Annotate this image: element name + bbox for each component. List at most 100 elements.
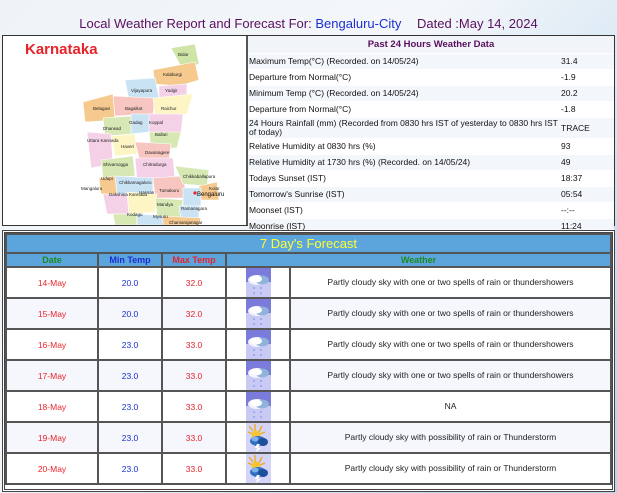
col-header-weather: Weather [225,252,612,268]
forecast-min-temp: 23.0 [97,452,163,485]
forecast-min-temp: 20.0 [97,297,163,330]
col-header-date: Date [5,252,99,268]
rain-cloud-icon [245,268,271,297]
map-label: Belagavi [93,106,111,111]
rain-cloud-icon [245,330,271,359]
data-label: Relative Humidity at 0830 hrs (%) [248,138,560,155]
map-label: Hassan [139,190,155,195]
data-value: 49 [560,154,614,171]
map-label: Chitradurga [143,162,167,167]
forecast-date: 16-May [5,328,99,361]
data-label: Departure from Normal(°C) [248,69,560,86]
data-label: 24 Hours Rainfall (mm) (Recorded from 08… [248,117,560,139]
data-value: 93 [560,138,614,155]
map-label: Koppal [149,120,164,125]
forecast-min-temp: 23.0 [97,328,163,361]
forecast-description: Partly cloudy sky with possibility of ra… [289,452,612,485]
map-label: Bagalkot [125,106,143,111]
data-value: -1.8 [560,101,614,118]
map-label: Vijayapura [131,88,153,93]
data-label: Maximum Temp(°C) (Recorded. on 14/05/24) [248,53,560,70]
seven-day-forecast: 7 Day's Forecast Date Min Temp Max Temp … [2,230,615,492]
map-label: Mangaluru [81,186,103,191]
rain-cloud-icon [245,299,271,328]
map-label: Haveri [121,144,135,149]
report-date: Dated :May 14, 2024 [416,16,538,31]
forecast-max-temp: 33.0 [161,452,227,485]
data-value: TRACE [560,117,614,139]
forecast-title: 7 Day's Forecast [5,233,612,254]
rain-cloud-icon [245,392,271,421]
data-row: Maximum Temp(°C) (Recorded. on 14/05/24)… [248,53,614,70]
forecast-description: Partly cloudy sky with possibility of ra… [289,421,612,454]
forecast-description: Partly cloudy sky with one or two spells… [289,297,612,330]
forecast-row: 19-May 23.0 33.0 Partly cloudy sky with … [5,421,612,454]
forecast-max-temp: 32.0 [161,297,227,330]
forecast-row: 15-May 20.0 32.0 Partly cloudy sky with … [5,297,612,330]
map-label: Mysuru [153,214,168,219]
forecast-date: 14-May [5,266,99,299]
map-label: Ramanagara [181,206,208,211]
current-weather-panel: Karnataka [2,35,615,244]
forecast-date: 20-May [5,452,99,485]
data-row: Departure from Normal(°C) -1.8 [248,101,614,118]
forecast-max-temp: 33.0 [161,390,227,423]
forecast-description: Partly cloudy sky with one or two spells… [289,359,612,392]
data-row: Minimum Temp (°C) (Recorded. on 14/05/24… [248,85,614,102]
forecast-row: 16-May 23.0 33.0 Partly cloudy sky with … [5,328,612,361]
rain-cloud-icon [245,361,271,390]
map-label: Gadag [129,120,143,125]
forecast-date: 18-May [5,390,99,423]
past-24h-panel: Past 24 Hours Weather Data Maximum Temp(… [248,36,614,244]
map-label: Raichur [161,106,177,111]
map-label: Tumakuru [159,188,180,193]
map-label: Kalaburgi [163,72,183,77]
col-header-max-temp: Max Temp [161,252,227,268]
forecast-row: 14-May 20.0 32.0 Partly cloudy sky with … [5,266,612,299]
past-24h-title: Past 24 Hours Weather Data [248,36,614,54]
forecast-table: 7 Day's Forecast Date Min Temp Max Temp … [5,233,612,485]
forecast-min-temp: 23.0 [97,390,163,423]
forecast-description: Partly cloudy sky with one or two spells… [289,328,612,361]
forecast-description: NA [289,390,612,423]
map-label: Davanagere [145,150,170,155]
forecast-date: 15-May [5,297,99,330]
map-label-bengaluru: Bengaluru [197,192,225,198]
data-label: Todays Sunset (IST) [248,170,560,187]
forecast-description: Partly cloudy sky with one or two spells… [289,266,612,299]
map-label: Bidar [178,52,189,57]
data-row: Relative Humidity at 0830 hrs (%) 93 [248,138,614,155]
data-label: Relative Humidity at 1730 hrs (%) (Recor… [248,154,560,171]
map-label: Dharwad [103,126,122,131]
forecast-min-temp: 20.0 [97,266,163,299]
data-value: 20.2 [560,85,614,102]
data-value: -1.9 [560,69,614,86]
data-value: 05:54 [560,186,614,203]
map-label: Chikkamagaluru [119,180,152,185]
city-name: Bengaluru-City [315,16,402,31]
data-value: 18:37 [560,170,614,187]
map-label: Udupi [101,176,113,181]
forecast-date: 19-May [5,421,99,454]
sun-thunderstorm-icon [245,423,271,452]
map-title: Karnataka [25,41,98,58]
map-label: Mandya [157,202,174,207]
data-row: Moonset (IST) --:-- [248,202,614,219]
data-row: Relative Humidity at 1730 hrs (%) (Recor… [248,154,614,171]
map-label: Shivamogga [103,162,129,167]
data-row: Tomorrow's Sunrise (IST) 05:54 [248,186,614,203]
forecast-max-temp: 33.0 [161,328,227,361]
col-header-min-temp: Min Temp [97,252,163,268]
map-label: Chikkaballapura [183,174,216,179]
map-label: Chamarajanagar [169,220,203,225]
data-row: Todays Sunset (IST) 18:37 [248,170,614,187]
karnataka-map-shape [82,43,220,225]
data-row: Departure from Normal(°C) -1.9 [248,69,614,86]
forecast-row: 18-May 23.0 33.0 NA [5,390,612,423]
forecast-max-temp: 32.0 [161,266,227,299]
data-label: Departure from Normal(°C) [248,101,560,118]
forecast-max-temp: 33.0 [161,359,227,392]
forecast-row: 20-May 23.0 33.0 Partly cloudy sky with … [5,452,612,485]
data-label: Tomorrow's Sunrise (IST) [248,186,560,203]
karnataka-map: Karnataka [3,36,248,225]
